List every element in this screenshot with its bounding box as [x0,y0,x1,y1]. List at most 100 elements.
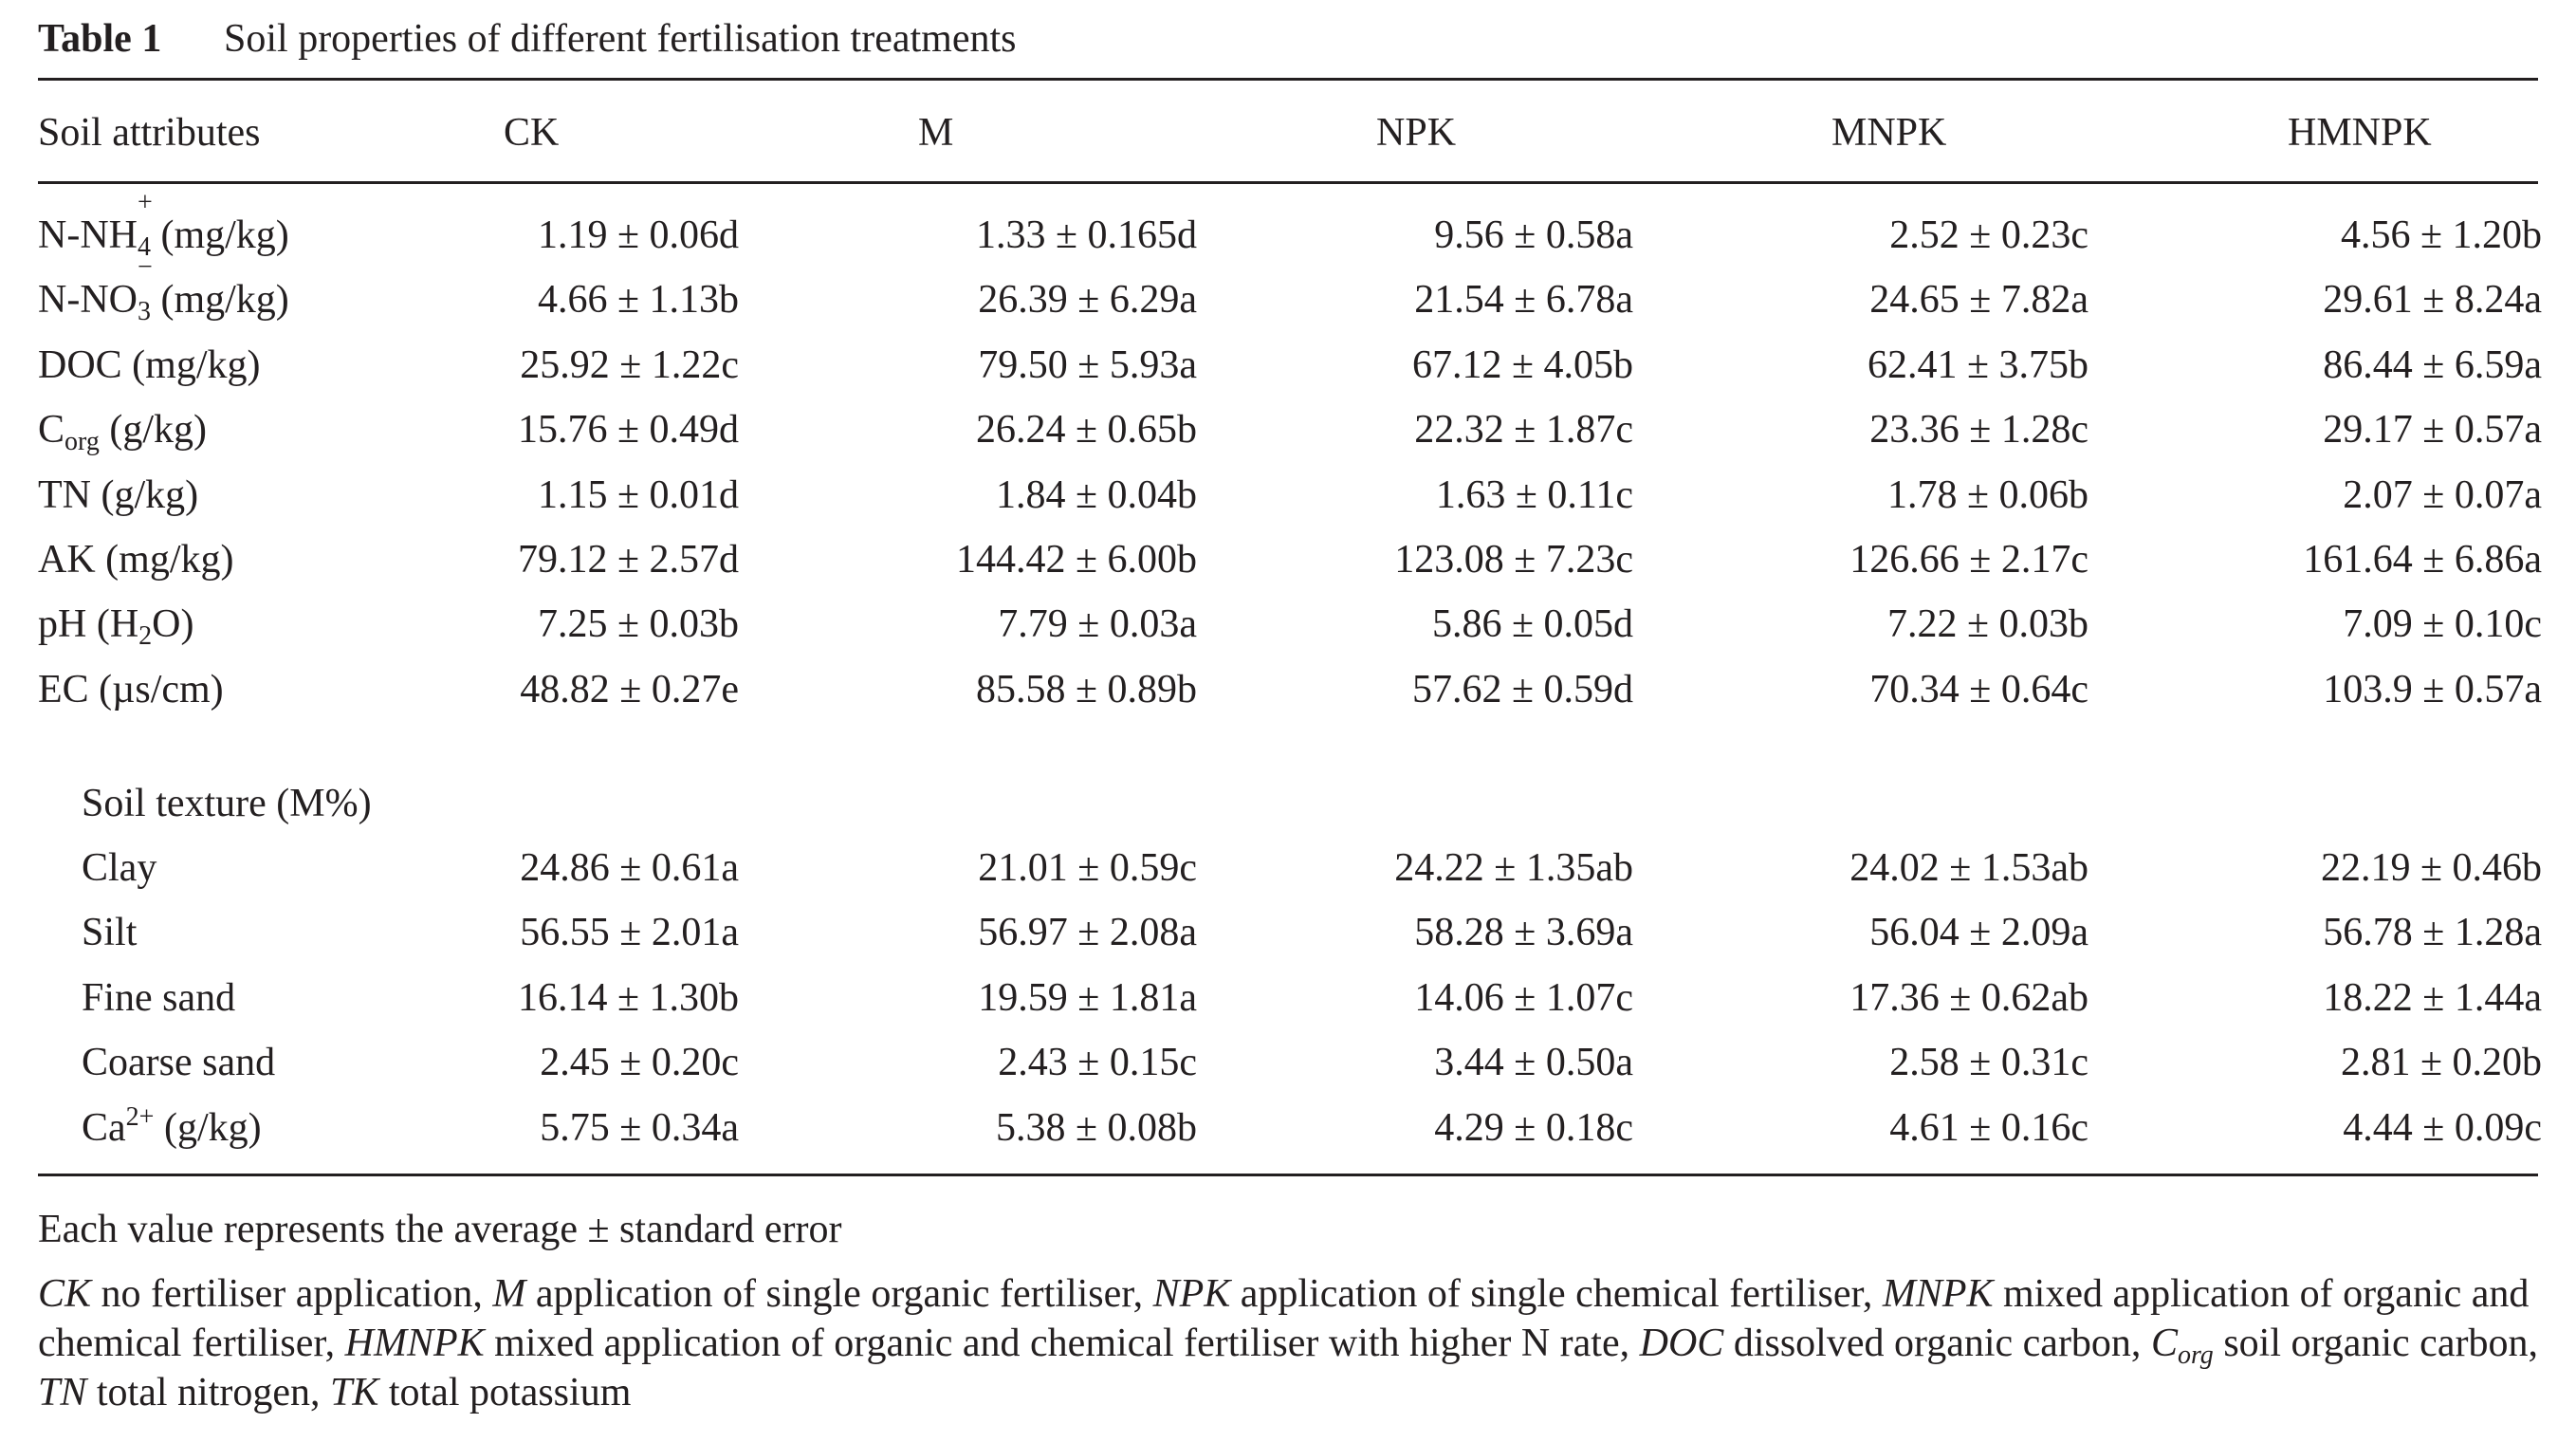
table-row: TN (g/kg) 1.15 ± 0.01d 1.84 ± 0.04b 1.63 ± … [0,463,2576,527]
cell-ck: 56.55 ± 2.01a [520,911,739,954]
cell-m: 85.58 ± 0.89b [975,668,1197,712]
table-row: Ca2+ (g/kg) 5.75 ± 0.34a 5.38 ± 0.08b 4.29 … [0,1096,2576,1160]
cell-mnpk: 7.22 ± 0.03b [1886,602,2088,646]
abbr-mnpk-text: mixed application of organic and chemica… [38,1272,2530,1365]
header-npk: NPK [1376,111,1457,155]
abbr-doc: DOC [1639,1322,1724,1365]
cell-m: 5.38 ± 0.08b [995,1106,1197,1150]
cell-npk: 21.54 ± 6.78a [1414,278,1633,322]
table-row: Corg (g/kg) 15.76 ± 0.49d 26.24 ± 0.65b 22.… [0,397,2576,462]
cell-hmnpk: 29.61 ± 8.24a [2323,278,2542,322]
cell-npk: 14.06 ± 1.07c [1414,976,1633,1020]
cell-ck: 24.86 ± 0.61a [520,846,739,890]
abbr-ck-text: no fertiliser application, [91,1272,493,1316]
cell-mnpk: 23.36 ± 1.28c [1869,408,2088,452]
abbr-m-text: application of single organic fertiliser… [525,1272,1153,1316]
row-label: N-NO3− (mg/kg) [38,252,289,326]
cell-ck: 48.82 ± 0.27e [520,668,739,712]
abbr-ck: CK [38,1272,92,1316]
cell-mnpk: 56.04 ± 2.09a [1869,911,2088,954]
cell-hmnpk: 18.22 ± 1.44a [2323,976,2542,1020]
row-label-subscript: 2 [138,621,153,651]
cell-mnpk: 62.41 ± 3.75b [1867,343,2088,387]
cell-m: 21.01 ± 0.59c [978,846,1197,890]
table-footnotes: Each value represents the average ± stan… [38,1197,2542,1417]
abbr-hmnpk-text: mixed application of organic and chemica… [484,1322,1640,1365]
bottom-rule [38,1174,2538,1176]
cell-ck: 25.92 ± 1.22c [520,343,739,387]
header-soil-attributes: Soil attributes [38,111,261,155]
abbr-corg-sub: org [2177,1340,2214,1370]
row-label-unit: (mg/kg) [150,278,289,322]
table-row: Coarse sand 2.45 ± 0.20c 2.43 ± 0.15c 3.44 … [0,1030,2576,1095]
header-m: M [918,111,954,155]
row-label-text: Ca [82,1106,126,1150]
cell-mnpk: 2.52 ± 0.23c [1889,213,2088,257]
cell-mnpk: 70.34 ± 0.64c [1869,668,2088,712]
row-label: EC (µs/cm) [38,657,224,722]
row-label: pH (H2O) [38,592,193,656]
row-label: Corg (g/kg) [38,397,207,462]
abbr-mnpk: MNPK [1882,1272,1994,1316]
cell-hmnpk: 2.07 ± 0.07a [2343,473,2542,517]
cell-hmnpk: 103.9 ± 0.57a [2323,668,2542,712]
abbr-corg-text: soil organic carbon, [2213,1322,2538,1365]
abbr-tk-text: total potassium [378,1371,632,1414]
cell-ck: 15.76 ± 0.49d [517,408,739,452]
cell-m: 1.84 ± 0.04b [995,473,1197,517]
cell-mnpk: 24.02 ± 1.53ab [1849,846,2088,890]
cell-m: 26.39 ± 6.29a [978,278,1197,322]
footnote-abbreviations: CK no fertiliser application, M applicat… [38,1269,2542,1417]
cell-npk: 1.63 ± 0.11c [1435,473,1633,517]
cell-m: 26.24 ± 0.65b [975,408,1197,452]
cell-mnpk: 17.36 ± 0.62ab [1849,976,2088,1020]
top-rule [38,78,2538,81]
cell-m: 2.43 ± 0.15c [998,1041,1197,1084]
row-label-superscript: 2+ [125,1102,155,1132]
row-label-text: AK (mg/kg) [38,538,234,582]
row-label: Ca2+ (g/kg) [82,1096,262,1160]
cell-m: 7.79 ± 0.03a [998,602,1197,646]
cell-npk: 67.12 ± 4.05b [1411,343,1633,387]
cell-npk: 5.86 ± 0.05d [1431,602,1633,646]
soil-texture-heading-row: Soil texture (M%) [0,771,2576,836]
abbr-m: M [492,1272,526,1316]
table-caption: Table 1 Soil properties of different fert… [38,9,1017,68]
row-label-text: Coarse sand [82,1041,276,1084]
abbr-corg-c: C [2150,1322,2178,1365]
table-row: N-NO3− (mg/kg) 4.66 ± 1.13b 26.39 ± 6.29a 2… [0,252,2576,332]
row-label-text: Clay [82,846,157,890]
row-label-unit: (g/kg) [99,408,207,452]
row-label: DOC (mg/kg) [38,333,261,397]
cell-hmnpk: 4.56 ± 1.20b [2340,213,2542,257]
cell-ck: 1.15 ± 0.01d [537,473,739,517]
cell-ck: 79.12 ± 2.57d [517,538,739,582]
abbr-corg: Corg [2150,1322,2214,1369]
cell-mnpk: 126.66 ± 2.17c [1849,538,2088,582]
table-row: Silt 56.55 ± 2.01a 56.97 ± 2.08a 58.28 ± 3.… [0,900,2576,965]
cell-m: 19.59 ± 1.81a [978,976,1197,1020]
cell-hmnpk: 22.19 ± 0.46b [2320,846,2542,890]
cell-ck: 5.75 ± 0.34a [540,1106,739,1150]
table-row: EC (µs/cm) 48.82 ± 0.27e 85.58 ± 0.89b 57.6… [0,657,2576,722]
row-label: AK (mg/kg) [38,527,233,592]
abbr-tn: TN [38,1371,87,1414]
table-row: Fine sand 16.14 ± 1.30b 19.59 ± 1.81a 14.06… [0,966,2576,1030]
cell-npk: 57.62 ± 0.59d [1411,668,1633,712]
cell-mnpk: 4.61 ± 0.16c [1889,1106,2088,1150]
row-label: Fine sand [82,966,235,1030]
row-label-unit: O) [152,602,194,646]
header-hmnpk: HMNPK [2288,111,2432,155]
cell-hmnpk: 4.44 ± 0.09c [2343,1106,2542,1150]
table-row: DOC (mg/kg) 25.92 ± 1.22c 79.50 ± 5.93a 67.… [0,333,2576,397]
table-label: Table 1 [38,17,162,61]
table-row: N-NH4 + (mg/kg) 1.19 ± 0.06d 1.33 ± 0.165d 9… [0,190,2576,268]
cell-m: 56.97 ± 2.08a [978,911,1197,954]
cell-ck: 1.19 ± 0.06d [537,213,739,257]
cell-npk: 123.08 ± 7.23c [1394,538,1633,582]
soil-texture-heading: Soil texture (M%) [82,782,372,825]
row-label-text: Fine sand [82,976,236,1020]
cell-hmnpk: 161.64 ± 6.86a [2303,538,2542,582]
cell-npk: 3.44 ± 0.50a [1434,1041,1633,1084]
